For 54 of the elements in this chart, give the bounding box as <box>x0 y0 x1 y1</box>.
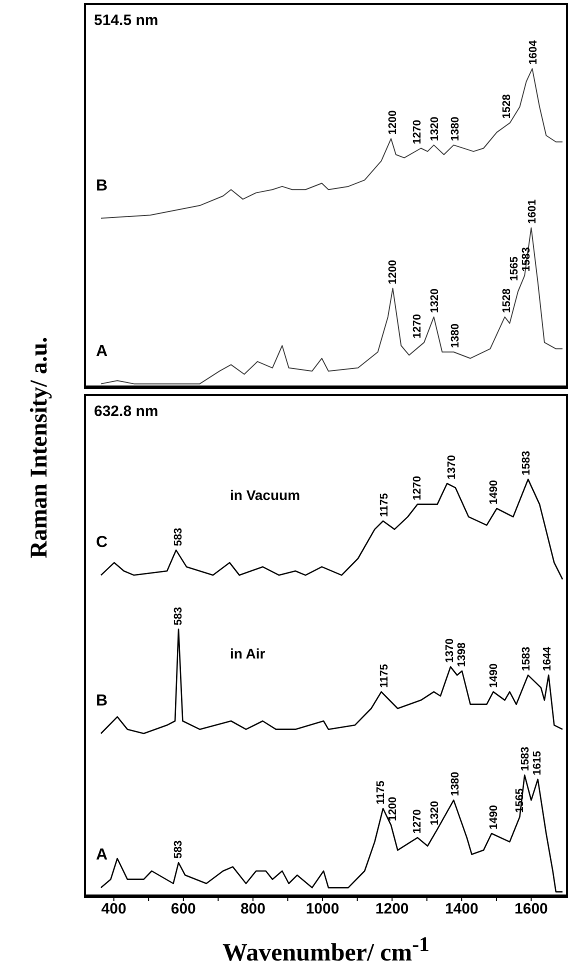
annotation: 583 <box>172 606 184 626</box>
annotation: 1583 <box>520 646 532 672</box>
annotation: 1380 <box>450 116 462 142</box>
annotation: 1583 <box>519 746 532 772</box>
series-label: C <box>96 534 108 552</box>
x-tick-label: 400 <box>101 900 126 918</box>
x-tick-label: 600 <box>170 900 196 918</box>
annotation: 1175 <box>375 780 388 804</box>
annotation: in Vacuum <box>230 487 300 504</box>
annotation: 1270 <box>411 476 424 500</box>
annotation: 1200 <box>387 110 400 135</box>
annotation: 1604 <box>528 39 540 65</box>
annotation: 1490 <box>488 805 500 830</box>
x-axis-title: Wavenumber/ cm$^{-1}$ <box>222 932 430 968</box>
annotation: 1320 <box>428 288 441 313</box>
annotation: 1644 <box>542 646 554 672</box>
annotation: 1583 <box>520 450 532 476</box>
annotation: 583 <box>172 840 184 859</box>
annotation: 1490 <box>488 480 500 504</box>
annotation: 1565 <box>508 256 520 281</box>
annotation: 1320 <box>428 116 441 142</box>
x-tick-label: 1400 <box>444 900 478 918</box>
chart-title: 514.5 nm <box>94 12 158 29</box>
annotation: 1380 <box>450 772 462 796</box>
series-label: B <box>96 692 108 710</box>
annotation: 1270 <box>411 120 424 144</box>
annotation: 1601 <box>526 199 539 224</box>
annotation: 1320 <box>428 800 441 826</box>
annotation: 1270 <box>411 314 424 338</box>
y-axis-title: Raman Intensity/ a.u. <box>26 336 54 560</box>
annotation: 1175 <box>378 493 390 517</box>
annotation: 1528 <box>501 288 514 313</box>
series-label: A <box>96 846 108 864</box>
series-label: B <box>96 177 108 194</box>
x-tick-label: 1200 <box>375 900 409 918</box>
annotation: 1370 <box>444 638 456 663</box>
annotation: 1200 <box>387 260 400 284</box>
annotation: 583 <box>172 528 184 546</box>
annotation: 1583 <box>520 247 532 272</box>
annotation: 1528 <box>501 94 514 119</box>
series-label: A <box>96 342 108 360</box>
annotation: in Air <box>230 646 266 662</box>
annotation: 1398 <box>456 642 468 667</box>
annotation: 1615 <box>531 750 544 776</box>
x-tick-label: 1000 <box>306 900 340 918</box>
annotation: 1270 <box>411 809 424 834</box>
chart-title: 632.8 nm <box>94 403 158 420</box>
x-tick-label: 800 <box>240 900 266 918</box>
annotation: 1175 <box>378 664 390 688</box>
x-tick-label: 1600 <box>514 900 548 918</box>
annotation: 1490 <box>488 663 500 688</box>
annotation: 1370 <box>446 455 458 480</box>
annotation: 1380 <box>450 324 462 348</box>
annotation: 1200 <box>387 796 400 822</box>
